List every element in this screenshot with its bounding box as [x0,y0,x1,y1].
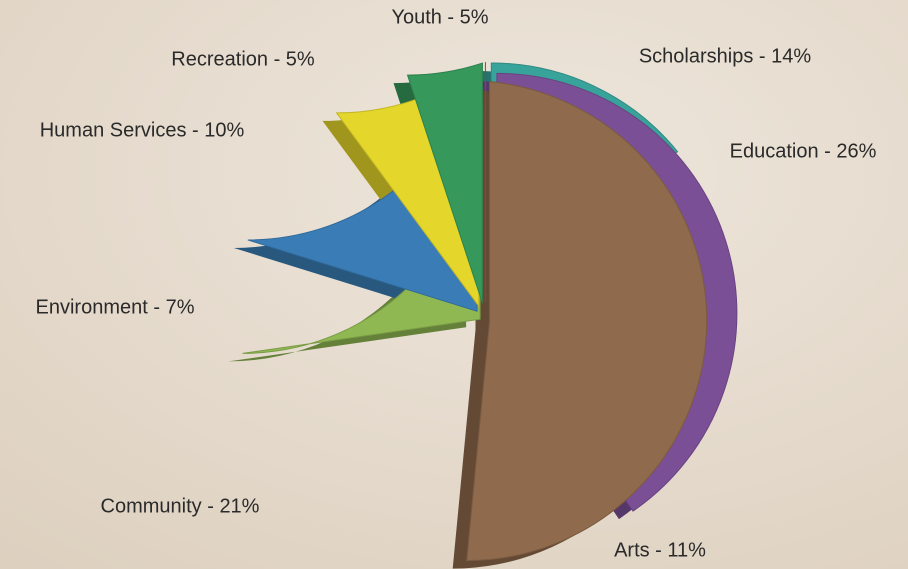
labels: Scholarships - 14% Education - 26% Arts - … [36,6,877,561]
slice-label: Education - 26% [730,140,877,162]
slice [406,62,483,304]
slice-label: Arts - 11% [614,539,706,561]
slice-label: Environment - 7% [36,296,195,318]
slice-label: Scholarships - 14% [639,45,812,67]
slice-label: Youth - 5% [391,6,488,28]
pie [228,62,738,569]
slice-label: Community - 21% [101,495,260,517]
slice-label: Human Services - 10% [40,119,245,141]
slice-label: Recreation - 5% [171,48,315,70]
slice [466,81,708,562]
